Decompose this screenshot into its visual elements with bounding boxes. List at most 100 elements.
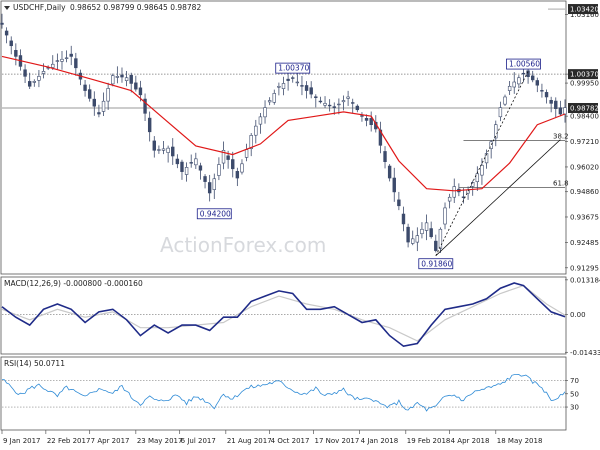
candle-body xyxy=(447,196,452,202)
price-y-tick-label: 1.03160 xyxy=(570,11,599,19)
macd-y-tick-label: 0.00 xyxy=(570,311,586,319)
candle-body xyxy=(498,107,503,118)
macd-label: MACD(12,26,9) -0.000800 -0.000160 xyxy=(4,279,143,288)
price-panel-frame xyxy=(0,0,567,275)
candle-body xyxy=(14,50,18,57)
macd-y-tick-label: -0.014339 xyxy=(570,349,600,357)
fib-level-label: 38.2 xyxy=(553,133,569,141)
candle-body xyxy=(217,164,221,176)
candle-body xyxy=(434,240,438,251)
price-level-badge xyxy=(568,4,598,15)
x-axis-tick-label: 9 Jan 2017 xyxy=(3,437,41,445)
macd-y-tick-label: 0.013184 xyxy=(570,276,600,284)
pivot-label-box xyxy=(275,62,311,74)
candle-body xyxy=(309,87,313,95)
price-y-tick-label: 0.98400 xyxy=(570,113,599,121)
candle-body xyxy=(60,58,64,62)
candle-body xyxy=(74,58,78,69)
price-y-tick-label: 0.99950 xyxy=(570,80,599,88)
candle-body xyxy=(397,199,401,207)
price-annotations: 38.2 61.8 1.00370 0.94200 0.91860 1.00560 xyxy=(196,58,569,270)
candle-body xyxy=(392,177,396,193)
candle-body xyxy=(152,140,156,151)
candle-body xyxy=(272,93,276,103)
candle-body xyxy=(134,82,138,90)
rsi-line xyxy=(1,374,566,412)
candle-body xyxy=(443,207,447,225)
x-axis-tick-label: 7 Apr 2017 xyxy=(91,437,130,445)
candle-body xyxy=(332,106,336,108)
price-y-tick-label: 0.91295 xyxy=(570,264,599,272)
candle-body xyxy=(429,228,433,238)
macd-signal-line xyxy=(1,284,566,342)
candle-body xyxy=(171,146,175,157)
candle-body xyxy=(521,72,526,75)
price-level-badge xyxy=(568,69,598,80)
candle-body xyxy=(161,148,166,151)
candle-body xyxy=(92,98,96,107)
candle-body xyxy=(189,162,193,164)
candle-body xyxy=(554,100,558,109)
price-y-tick-label: 0.93675 xyxy=(570,213,599,221)
candle-body xyxy=(304,85,309,91)
candle-body xyxy=(540,90,544,92)
candle-body xyxy=(226,155,230,160)
candle-body xyxy=(4,30,9,36)
price-level-badge-label: 1.00370 xyxy=(570,71,599,79)
macd-panel-frame xyxy=(0,276,567,355)
candle-body xyxy=(369,118,373,125)
candle-body xyxy=(535,80,540,86)
x-axis-tick-label: 6 Jul 2017 xyxy=(181,437,216,445)
candle-body xyxy=(461,196,466,198)
candle-body xyxy=(424,222,429,231)
candle-body xyxy=(318,100,323,103)
candle-body xyxy=(37,76,41,81)
watermark: ActionForex.com xyxy=(160,233,326,257)
x-axis-tick-label: 21 Aug 2017 xyxy=(227,437,272,445)
moving-average-line xyxy=(1,55,566,192)
candle-body xyxy=(129,74,133,84)
candle-body xyxy=(512,81,516,88)
candle-body xyxy=(346,96,350,99)
candle-body xyxy=(143,98,147,114)
candle-body xyxy=(327,104,332,107)
pivot-label-box xyxy=(506,58,541,70)
price-y-tick-label: 0.92485 xyxy=(570,239,599,247)
x-axis: 9 Jan 2017 22 Feb 2017 7 Apr 2017 23 May 20… xyxy=(1,430,543,445)
price-level-badge-label: 0.98782 xyxy=(570,105,599,113)
candle-body xyxy=(415,235,420,243)
ohlc-values: 0.98652 0.98799 0.98645 0.98782 xyxy=(70,3,201,12)
candle-body xyxy=(97,112,101,115)
candle-body xyxy=(157,149,161,151)
candle-body xyxy=(300,85,304,87)
macd-line xyxy=(1,282,566,348)
candle-body xyxy=(341,100,346,103)
candle-body xyxy=(147,117,152,133)
candle-body xyxy=(101,100,106,112)
candle-body xyxy=(124,77,129,81)
rsi-y-tick-label: 50 xyxy=(570,390,579,398)
price-level-badge-label: 1.03420 xyxy=(570,6,599,14)
price-level-badge xyxy=(568,103,598,114)
candle-body xyxy=(27,81,32,87)
candle-body xyxy=(503,96,507,105)
candle-body xyxy=(263,107,267,118)
candles xyxy=(0,13,567,253)
price-header: USDCHF,Daily 0.98652 0.98799 0.98645 0.9… xyxy=(4,3,201,12)
candle-body xyxy=(277,85,281,88)
candle-body xyxy=(166,147,170,153)
candle-body xyxy=(83,84,87,91)
collapse-triangle-icon[interactable] xyxy=(4,6,10,10)
rsi-y-tick-label: 30 xyxy=(570,404,579,412)
x-axis-tick-label: 4 Jan 2018 xyxy=(361,437,399,445)
x-axis-tick-label: 18 May 2018 xyxy=(497,437,543,445)
price-reference-lines xyxy=(2,8,565,188)
candle-body xyxy=(106,88,110,102)
candle-body xyxy=(406,226,410,243)
candle-body xyxy=(360,115,364,117)
candle-body xyxy=(484,153,489,164)
candle-body xyxy=(180,161,184,172)
candle-body xyxy=(420,228,424,235)
x-axis-tick-label: 19 Feb 2018 xyxy=(407,437,451,445)
